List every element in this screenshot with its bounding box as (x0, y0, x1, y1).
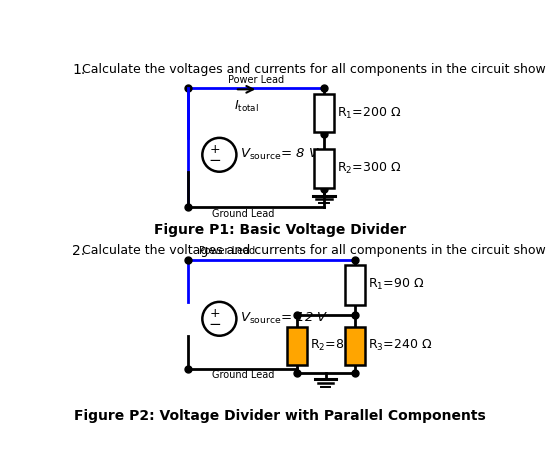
Bar (314, 94, 334, 133)
Text: −: − (209, 317, 221, 332)
Text: Ground Lead: Ground Lead (212, 209, 274, 218)
Text: $V_{\rm source}$= 12 V: $V_{\rm source}$= 12 V (240, 311, 328, 326)
Text: R$_2$=80 $\Omega$: R$_2$=80 $\Omega$ (310, 338, 366, 353)
Text: R$_2$=300 $\Omega$: R$_2$=300 $\Omega$ (337, 161, 401, 176)
Bar (287, 326, 307, 365)
Text: $V_{\rm source}$= 8 V: $V_{\rm source}$= 8 V (240, 147, 320, 162)
Text: 1.: 1. (72, 63, 85, 77)
Text: Figure P2: Voltage Divider with Parallel Components: Figure P2: Voltage Divider with Parallel… (74, 409, 486, 423)
Text: R$_3$=240 $\Omega$: R$_3$=240 $\Omega$ (368, 338, 432, 353)
Text: $I_{\rm total}$: $I_{\rm total}$ (234, 99, 259, 114)
Text: +: + (210, 307, 220, 320)
Bar (345, 265, 365, 305)
Text: 2.: 2. (72, 244, 85, 258)
Bar (314, 150, 334, 188)
Text: +: + (210, 143, 220, 156)
Text: Power Lead: Power Lead (228, 75, 284, 85)
Text: Calculate the voltages and currents for all components in the circuit shown in F: Calculate the voltages and currents for … (82, 244, 546, 257)
Text: −: − (209, 152, 221, 168)
Text: R$_1$=200 $\Omega$: R$_1$=200 $\Omega$ (337, 105, 401, 121)
Text: Calculate the voltages and currents for all components in the circuit shown in F: Calculate the voltages and currents for … (82, 63, 546, 76)
Text: Figure P1: Basic Voltage Divider: Figure P1: Basic Voltage Divider (154, 223, 406, 237)
Text: Power Lead: Power Lead (199, 247, 255, 256)
Text: R$_1$=90 $\Omega$: R$_1$=90 $\Omega$ (368, 277, 424, 293)
Bar (345, 326, 365, 365)
Text: Ground Lead: Ground Lead (212, 370, 274, 380)
